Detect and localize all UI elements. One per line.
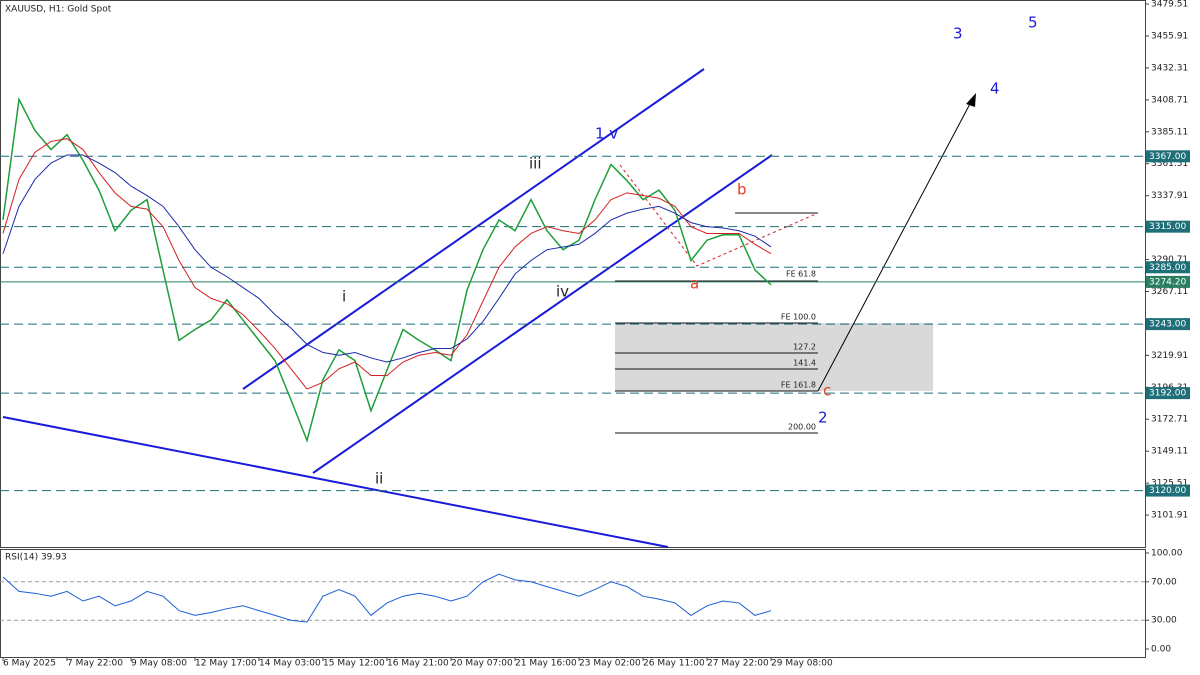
fib-label: 200.00 [788, 423, 816, 432]
x-tick-label: 23 May 02:00 [579, 659, 641, 669]
fib-label: FE 61.8 [786, 270, 816, 279]
rsi-panel [0, 549, 1146, 658]
wave-label: i [342, 288, 346, 306]
x-tick-label: 26 May 11:00 [643, 659, 705, 669]
wave-label: c [823, 382, 831, 400]
wave-label: iii [529, 155, 542, 173]
level-box [1146, 220, 1190, 233]
wave-label: 4 [990, 80, 1000, 98]
x-tick-label: 21 May 16:00 [515, 659, 577, 669]
x-tick-label: 20 May 07:00 [451, 659, 513, 669]
channel-line [312, 154, 773, 474]
x-tick-label: 16 May 21:00 [387, 659, 449, 669]
wave-label: ii [375, 470, 383, 488]
projection-arrow [817, 99, 973, 392]
wave-label: 5 [1028, 14, 1038, 32]
wave-label: iv [556, 283, 569, 301]
y-tick-label: 3267.11 [1151, 287, 1188, 297]
level-box [1146, 261, 1190, 274]
y-tick-label: 3361.51 [1151, 159, 1188, 169]
x-tick-label: 9 May 08:00 [131, 659, 187, 669]
y-tick-label: 100.00 [1151, 549, 1183, 559]
x-tick-label: 29 May 08:00 [771, 659, 833, 669]
y-tick-label: 3219.91 [1151, 351, 1188, 361]
level-box [1146, 318, 1190, 331]
series-line [2, 138, 772, 390]
y-tick-label: 3432.31 [1151, 63, 1188, 73]
y-tick-label: 3337.91 [1151, 191, 1188, 201]
y-tick-label: 70.00 [1151, 577, 1177, 587]
series-line [2, 573, 772, 623]
channel-line [242, 68, 705, 390]
y-tick-label: 3408.71 [1151, 95, 1188, 105]
level-label: 3192.00 [1149, 389, 1186, 399]
level-label: 3315.00 [1149, 222, 1186, 232]
arrow-head [966, 93, 976, 107]
y-tick-label: 3455.91 [1151, 31, 1188, 41]
x-tick-label: 6 May 2025 [3, 659, 56, 669]
chart-title: XAUUSD, H1: Gold Spot [5, 5, 112, 15]
wave-label: 3 [953, 25, 963, 43]
y-tick-label: 30.00 [1151, 616, 1177, 626]
fib-label: FE 100.0 [781, 313, 816, 322]
target-zone [615, 323, 933, 391]
y-tick-label: 0.00 [1151, 645, 1171, 655]
y-tick-label: 3290.71 [1151, 255, 1188, 265]
fib-lines [615, 212, 818, 434]
y-tick-label: 3172.71 [1151, 415, 1188, 425]
fib-label: 141.4 [793, 359, 816, 368]
y-tick-label: 3149.11 [1151, 447, 1188, 457]
y-tick-label: 3125.51 [1151, 479, 1188, 489]
wave-label: 1 v [595, 125, 618, 143]
y-tick-label: 3101.91 [1151, 511, 1188, 521]
price-box [1146, 275, 1190, 288]
level-label: 3243.00 [1149, 320, 1186, 330]
y-tick-label: 3385.11 [1151, 127, 1188, 137]
x-tick-label: 14 May 03:00 [259, 659, 321, 669]
x-tick-label: 27 May 22:00 [707, 659, 769, 669]
y-tick-label: 3479.51 [1151, 0, 1188, 10]
channel-line [2, 416, 669, 548]
fib-label: 127.2 [793, 343, 816, 352]
level-box [1146, 150, 1190, 163]
fib-label: FE 161.8 [781, 381, 816, 390]
level-box [1146, 484, 1190, 497]
level-label: 3120.00 [1149, 486, 1186, 496]
x-tick-label: 12 May 17:00 [195, 659, 257, 669]
main-panel [0, 0, 1146, 548]
price-label: 3274.20 [1149, 277, 1186, 287]
x-tick-label: 15 May 12:00 [323, 659, 385, 669]
x-tick-label: 7 May 22:00 [67, 659, 123, 669]
level-box [1146, 387, 1190, 400]
series-line [2, 96, 772, 443]
series-line [2, 154, 772, 363]
wave-label: a [690, 275, 699, 293]
rsi-title: RSI(14) 39.93 [5, 553, 67, 563]
wave-label: 2 [818, 409, 828, 427]
channel [2, 68, 773, 548]
wave-label: b [737, 181, 747, 199]
level-label: 3285.00 [1149, 263, 1186, 273]
level-label: 3367.00 [1149, 152, 1186, 162]
